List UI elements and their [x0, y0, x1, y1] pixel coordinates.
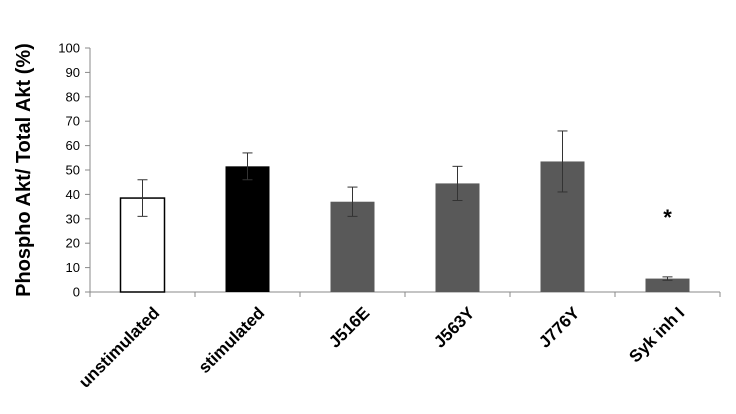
bar [645, 278, 690, 292]
x-tick-label: stimulated [195, 303, 269, 377]
y-axis-ticks: 0 10 20 30 40 50 60 70 80 90 100 [58, 41, 90, 300]
y-tick-label: 80 [66, 89, 80, 104]
y-tick-label: 0 [73, 285, 80, 300]
significance-annotation: * [663, 205, 672, 230]
y-tick-label: 20 [66, 236, 80, 251]
annotations: * [663, 205, 672, 230]
y-tick-label: 30 [66, 211, 80, 226]
x-tick-label: Syk inh I [625, 303, 688, 366]
y-tick-label: 90 [66, 65, 80, 80]
y-tick-label: 40 [66, 187, 80, 202]
bars [119, 161, 690, 293]
axes [89, 48, 721, 297]
y-tick-label: 60 [66, 138, 80, 153]
x-axis-labels: unstimulated stimulated J516E J563Y J776Y Syk… [75, 303, 688, 392]
y-axis-title: Phospho Akt/ Total Akt (%) [13, 43, 35, 297]
x-tick-label: unstimulated [75, 303, 163, 391]
x-tick-label: J563Y [430, 303, 479, 352]
error-bars [137, 130, 673, 281]
y-tick-label: 50 [66, 163, 80, 178]
x-tick-label: J516E [325, 303, 373, 351]
y-tick-label: 10 [66, 260, 80, 275]
bar [225, 166, 270, 292]
y-tick-label: 70 [66, 114, 80, 129]
y-tick-label: 100 [58, 41, 80, 56]
x-tick-label: J776Y [535, 303, 584, 352]
bar [435, 183, 480, 292]
